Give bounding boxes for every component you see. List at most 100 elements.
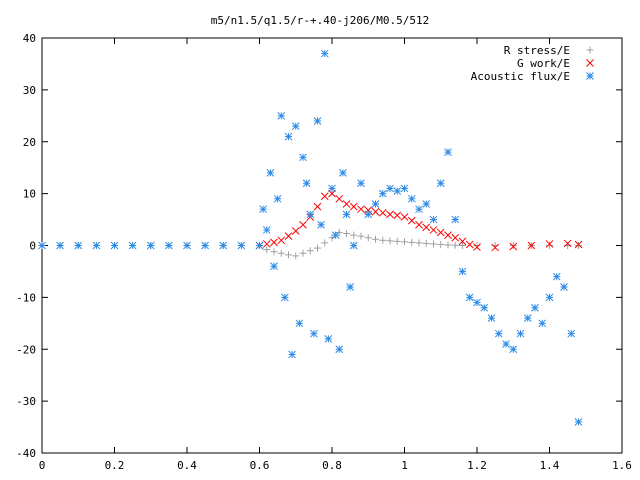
data-point (331, 231, 340, 239)
x-tick-label: 0.6 (250, 459, 270, 472)
data-point (350, 231, 358, 239)
data-point (219, 241, 228, 250)
data-point (277, 111, 286, 120)
data-point (263, 246, 271, 254)
axes: 0 0.2 0.4 0.6 0.8 1 1.2 1.4 1.6 40 30 20 10 0 -10 -20 -3… (16, 32, 632, 472)
data-point (335, 229, 343, 237)
data-point (371, 200, 380, 208)
data-point (458, 267, 467, 276)
data-point (401, 238, 408, 246)
x-tick-label: 0.2 (105, 459, 125, 472)
legend-marker (586, 72, 594, 80)
data-point (386, 237, 394, 245)
data-point (128, 241, 137, 250)
data-point (299, 249, 307, 257)
data-point (335, 194, 344, 203)
data-point (372, 235, 379, 243)
data-point (270, 238, 278, 247)
data-point (314, 244, 321, 252)
data-point (422, 200, 431, 208)
legend-label: R stress/E (504, 44, 570, 57)
chart-title: m5/n1.5/q1.5/r-+.40-j206/M0.5/512 (211, 14, 430, 27)
data-point (393, 211, 402, 220)
data-point (295, 319, 304, 328)
data-point (273, 194, 282, 203)
data-point (339, 169, 347, 177)
data-point (378, 189, 387, 198)
data-point (430, 240, 437, 248)
series-1 (38, 229, 582, 260)
data-point (357, 179, 365, 188)
y-tick-label: -10 (16, 291, 36, 304)
data-point (538, 319, 547, 328)
data-point (321, 239, 329, 247)
data-point (546, 242, 553, 249)
data-point (302, 179, 311, 188)
data-point (465, 240, 474, 249)
data-point (364, 234, 372, 242)
data-point (436, 179, 445, 188)
data-point (277, 249, 285, 257)
data-point (320, 49, 329, 58)
data-point (237, 241, 246, 250)
data-point (320, 192, 329, 201)
x-tick-label: 1 (401, 459, 408, 472)
data-point (299, 153, 307, 162)
data-point (465, 293, 474, 302)
series-3 (38, 49, 583, 426)
legend-marker (586, 59, 594, 67)
data-point (494, 329, 503, 338)
data-point (459, 242, 466, 249)
data-point (509, 345, 518, 354)
data-point (266, 169, 275, 177)
data-point (299, 220, 307, 229)
data-point (262, 226, 271, 234)
y-tick-label: -40 (16, 447, 36, 460)
data-point (371, 207, 380, 216)
data-point (531, 303, 539, 312)
data-point (400, 213, 409, 221)
data-point (277, 236, 286, 245)
y-tick-label: -30 (16, 395, 36, 408)
x-tick-label: 0 (39, 459, 46, 472)
data-point (288, 350, 296, 359)
data-point (313, 202, 322, 211)
y-tick-label: 40 (23, 32, 36, 45)
data-point (429, 215, 438, 224)
data-point (422, 223, 431, 232)
data-point (545, 293, 554, 302)
data-point (473, 243, 481, 251)
data-point (328, 234, 336, 242)
data-point (342, 200, 351, 208)
data-point (407, 216, 416, 225)
data-point (393, 187, 402, 195)
data-point (407, 194, 416, 203)
data-point (574, 240, 583, 249)
data-point (545, 240, 554, 248)
data-point (415, 220, 423, 229)
data-point (349, 241, 358, 250)
data-point (523, 314, 532, 322)
data-point (415, 239, 423, 247)
data-point (563, 239, 572, 248)
data-point (437, 240, 445, 248)
data-point (165, 241, 173, 250)
data-point (575, 242, 582, 249)
data-point (458, 237, 467, 246)
data-point (259, 205, 267, 214)
data-point (110, 241, 119, 250)
data-point (292, 252, 300, 260)
data-point (400, 184, 409, 193)
data-point (429, 226, 438, 234)
series-2 (255, 189, 583, 252)
x-tick-label: 0.4 (177, 459, 197, 472)
data-point (509, 242, 517, 249)
data-point (306, 247, 314, 255)
data-point (92, 241, 101, 250)
data-point (343, 230, 350, 238)
data-point (342, 210, 351, 219)
data-point (357, 232, 365, 240)
data-point (357, 205, 365, 214)
data-point (281, 293, 289, 302)
